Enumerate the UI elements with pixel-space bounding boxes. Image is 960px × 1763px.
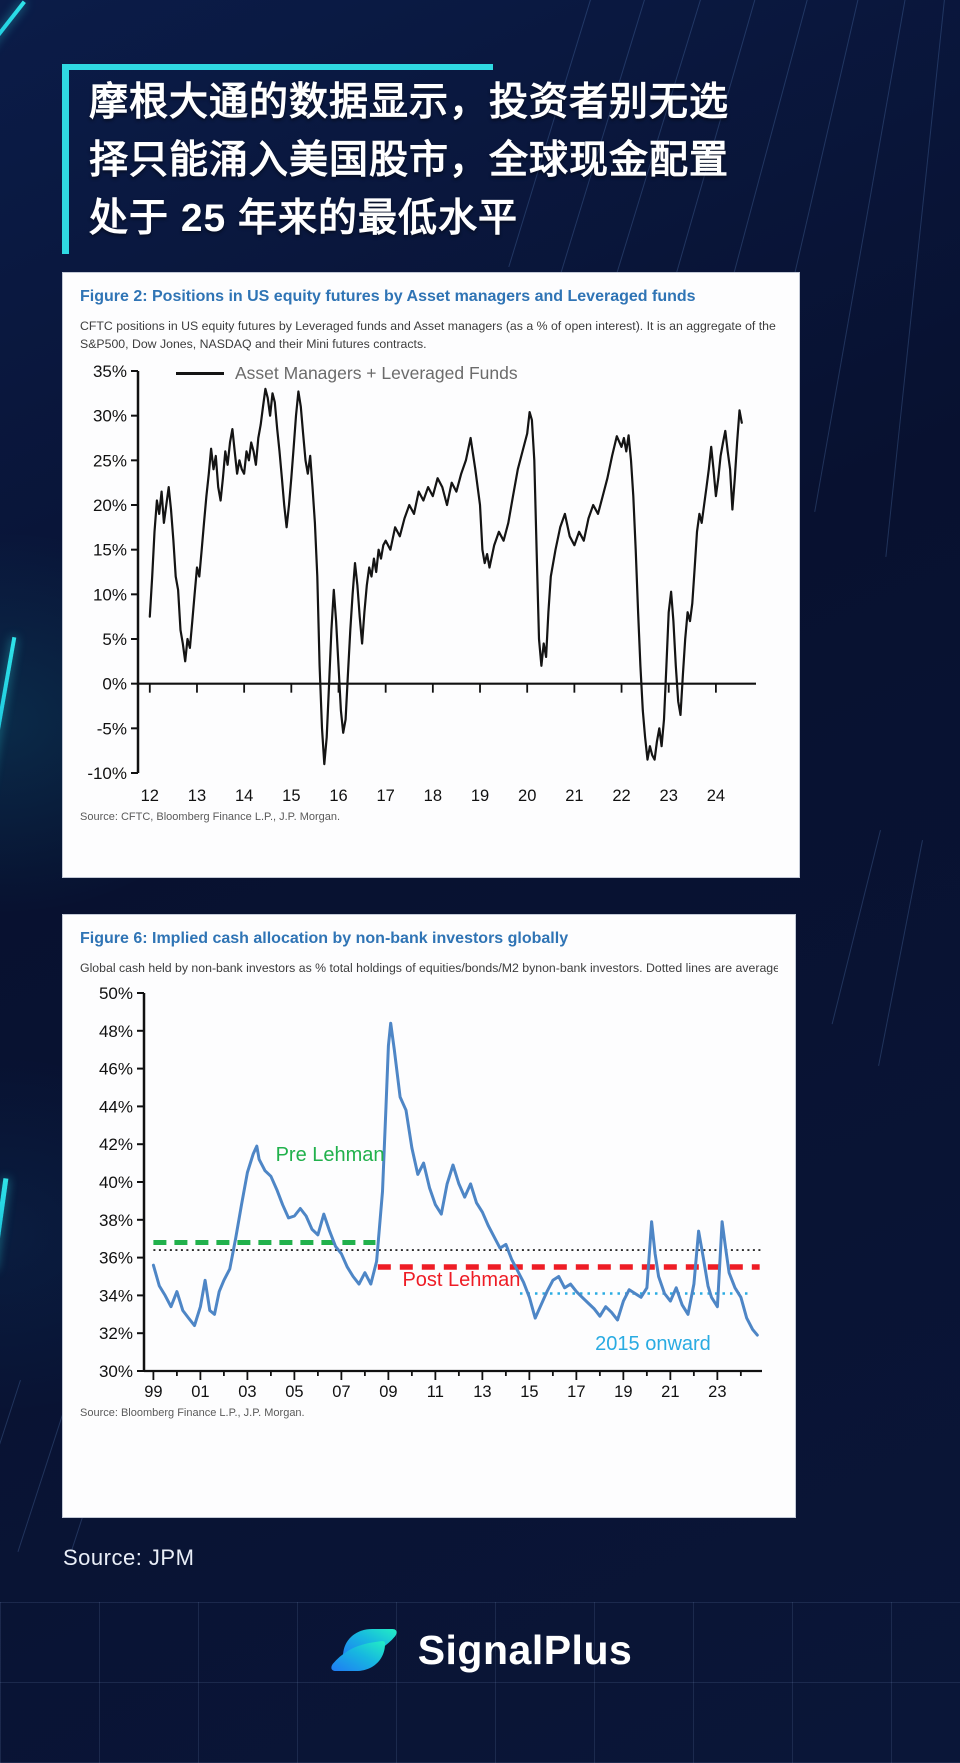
- svg-text:20%: 20%: [93, 496, 127, 515]
- figure6-source: Source: Bloomberg Finance L.P., J.P. Mor…: [80, 1407, 305, 1419]
- svg-text:17: 17: [376, 787, 394, 805]
- svg-text:Pre Lehman: Pre Lehman: [276, 1144, 385, 1166]
- headline: 摩根大通的数据显示，投资者别无选 择只能涌入美国股市，全球现金配置 处于 25 …: [62, 64, 935, 254]
- svg-text:2015 onward: 2015 onward: [595, 1333, 711, 1355]
- figure2-chart: 35% 30% 25% 20% 15% 10% 5% 0% -5% -10% 12 13 14 15 16 1…: [87, 362, 756, 805]
- svg-text:22: 22: [612, 787, 630, 805]
- svg-text:19: 19: [614, 1383, 632, 1401]
- svg-text:32%: 32%: [99, 1324, 133, 1343]
- svg-text:21: 21: [565, 787, 583, 805]
- brand-logo: SignalPlus: [0, 1618, 960, 1682]
- figure2-source: Source: CFTC, Bloomberg Finance L.P., J.…: [80, 811, 341, 823]
- svg-text:19: 19: [471, 787, 489, 805]
- svg-text:01: 01: [191, 1383, 209, 1401]
- svg-text:50%: 50%: [99, 984, 133, 1003]
- page-source: Source: JPM: [63, 1545, 195, 1570]
- legend-line-swatch: [176, 372, 224, 375]
- svg-text:11: 11: [427, 1383, 444, 1401]
- svg-text:24: 24: [707, 787, 725, 805]
- svg-text:14: 14: [235, 787, 253, 805]
- svg-text:5%: 5%: [102, 630, 127, 649]
- svg-text:44%: 44%: [99, 1097, 133, 1116]
- svg-text:03: 03: [238, 1383, 256, 1401]
- headline-line-1: 摩根大通的数据显示，投资者别无选: [89, 81, 730, 124]
- figure2-panel: Figure 2: Positions in US equity futures…: [62, 272, 800, 878]
- teal-accent: [0, 1178, 9, 1270]
- diagonal-line: [831, 830, 881, 1025]
- bottom-grid-decoration: [0, 1602, 960, 1763]
- teal-accent: [0, 0, 26, 76]
- figure6-chart-area: 50% 48% 46% 44% 42% 40% 38% 36% 34% 32% 30% 99 01 03 0…: [80, 981, 778, 1405]
- svg-text:13: 13: [188, 787, 206, 805]
- svg-text:40%: 40%: [99, 1173, 133, 1192]
- figure2-subtitle: CFTC positions in US equity futures by L…: [80, 319, 776, 351]
- figure6-subtitle: Global cash held by non-bank investors a…: [80, 961, 778, 975]
- svg-text:30%: 30%: [93, 407, 127, 426]
- svg-text:35%: 35%: [93, 362, 127, 381]
- svg-text:17: 17: [567, 1383, 585, 1401]
- svg-text:38%: 38%: [99, 1211, 133, 1230]
- diagonal-line: [0, 1380, 21, 1552]
- brand-name: SignalPlus: [417, 1626, 633, 1673]
- figure2-title: Figure 2: Positions in US equity futures…: [80, 288, 696, 305]
- svg-text:21: 21: [661, 1383, 679, 1401]
- headline-line-2: 择只能涌入美国股市，全球现金配置: [89, 139, 730, 182]
- headline-line-3: 处于 25 年来的最低水平: [89, 197, 519, 240]
- svg-text:07: 07: [332, 1383, 350, 1401]
- svg-text:09: 09: [379, 1383, 397, 1401]
- svg-text:23: 23: [660, 787, 678, 805]
- svg-text:42%: 42%: [99, 1135, 133, 1154]
- figure2-legend: Asset Managers + Leveraged Funds: [176, 363, 518, 384]
- svg-text:30%: 30%: [99, 1362, 133, 1381]
- svg-text:46%: 46%: [99, 1060, 133, 1079]
- figure6-panel: Figure 6: Implied cash allocation by non…: [62, 914, 796, 1518]
- figure6-chart: 50% 48% 46% 44% 42% 40% 38% 36% 34% 32% 30% 99 01 03 0…: [99, 984, 762, 1401]
- svg-text:12: 12: [141, 787, 159, 805]
- svg-text:34%: 34%: [99, 1286, 133, 1305]
- svg-text:10%: 10%: [93, 585, 127, 604]
- svg-text:16: 16: [329, 787, 347, 805]
- svg-text:-5%: -5%: [97, 719, 127, 738]
- svg-text:05: 05: [285, 1383, 303, 1401]
- svg-text:-10%: -10%: [87, 764, 127, 783]
- svg-text:36%: 36%: [99, 1249, 133, 1268]
- svg-text:0%: 0%: [102, 675, 127, 694]
- figure2-chart-area: Asset Managers + Leveraged Funds 35% 30% 2…: [80, 357, 782, 809]
- svg-text:18: 18: [424, 787, 442, 805]
- diagonal-line: [878, 840, 923, 1066]
- svg-text:25%: 25%: [93, 451, 127, 470]
- svg-text:20: 20: [518, 787, 536, 805]
- legend-label: Asset Managers + Leveraged Funds: [235, 363, 518, 383]
- svg-text:99: 99: [144, 1383, 162, 1401]
- figure6-title: Figure 6: Implied cash allocation by non…: [80, 930, 569, 947]
- svg-text:Post Lehman: Post Lehman: [402, 1269, 520, 1291]
- svg-text:48%: 48%: [99, 1022, 133, 1041]
- svg-text:15: 15: [282, 787, 300, 805]
- svg-text:13: 13: [473, 1383, 491, 1401]
- svg-text:23: 23: [708, 1383, 726, 1401]
- svg-text:15%: 15%: [93, 541, 127, 560]
- teal-accent: [0, 636, 17, 801]
- signalplus-logo-icon: [331, 1628, 397, 1672]
- svg-text:15: 15: [520, 1383, 538, 1401]
